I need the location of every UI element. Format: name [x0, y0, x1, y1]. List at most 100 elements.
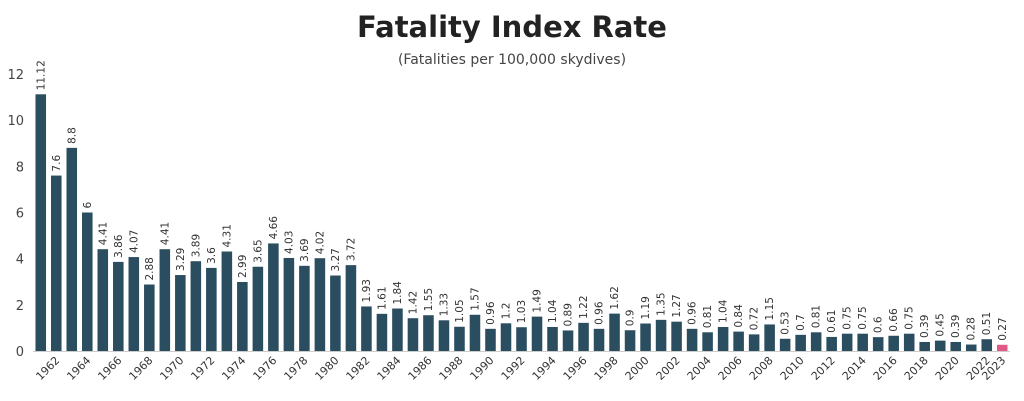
- y-axis: 0 2 4 6 8 10 12: [7, 68, 24, 360]
- data-label-1969: 4.41: [159, 222, 171, 245]
- bar-1977: [283, 257, 295, 351]
- bar-2010: [795, 334, 806, 351]
- bar-1969: [159, 249, 171, 351]
- data-label-1975: 3.65: [252, 239, 264, 262]
- data-label-2008: 1.15: [764, 297, 776, 320]
- bar-1991: [500, 323, 512, 351]
- bar-2003: [686, 328, 698, 351]
- x-tick-label: 2014: [840, 354, 869, 383]
- x-tick-label: 2018: [902, 354, 931, 383]
- data-label-1970: 3.29: [175, 248, 187, 271]
- x-tick-label: 1982: [344, 354, 373, 383]
- data-label-2016: 0.66: [888, 308, 900, 332]
- data-label-1966: 3.86: [113, 234, 125, 258]
- data-label-2007: 0.72: [749, 307, 761, 330]
- bar-1985: [407, 318, 419, 351]
- data-label-2022: 0.51: [981, 312, 993, 335]
- data-label-1985: 1.42: [407, 291, 419, 314]
- bar-1967: [128, 257, 140, 351]
- data-label-2000: 1.19: [640, 296, 652, 319]
- data-label-1961: 11.12: [35, 60, 47, 90]
- bar-1990: [485, 328, 496, 351]
- bar-2007: [748, 334, 760, 351]
- bar-1987: [438, 320, 450, 351]
- data-label-2003: 0.96: [687, 301, 699, 325]
- x-tick-label: 1968: [126, 354, 155, 383]
- y-tick-label: 4: [16, 253, 24, 268]
- data-label-2014: 0.75: [857, 306, 869, 329]
- bar-1966: [113, 261, 124, 351]
- data-label-1998: 1.62: [609, 286, 621, 309]
- bar-1982: [361, 306, 372, 351]
- data-label-1974: 2.99: [237, 255, 249, 278]
- bar-1974: [237, 281, 248, 351]
- bar-2020: [950, 342, 961, 351]
- data-label-2001: 1.35: [656, 292, 668, 315]
- data-label-1988: 1.05: [454, 299, 466, 322]
- data-label-1992: 1.03: [516, 300, 528, 323]
- bar-2018: [919, 342, 930, 351]
- y-tick-label: 10: [7, 114, 24, 129]
- data-label-2013: 0.75: [842, 306, 854, 329]
- chart-subtitle: (Fatalities per 100,000 skydives): [397, 52, 627, 68]
- data-label-2012: 0.61: [826, 310, 838, 333]
- data-label-1963: 8.8: [66, 127, 78, 144]
- bar-2001: [655, 319, 667, 351]
- data-label-2011: 0.81: [811, 305, 823, 328]
- data-label-1996: 1.22: [578, 295, 590, 318]
- chart-title: Fatality Index Rate: [357, 10, 667, 44]
- data-label-2017: 0.75: [904, 306, 916, 329]
- bar-1995: [562, 330, 574, 351]
- data-label-1993: 1.49: [532, 289, 544, 312]
- x-tick-label: 1966: [95, 354, 124, 383]
- bar-1998: [609, 313, 620, 351]
- bar-2013: [841, 333, 853, 351]
- x-axis: 1962 1964 1966 1968 1970 1972 1974 1976 1978 1980…: [33, 351, 1010, 383]
- bar-2008: [764, 324, 775, 351]
- bar-1993: [531, 316, 543, 351]
- x-tick-label: 2012: [809, 354, 838, 383]
- x-tick-label: 1984: [375, 354, 404, 383]
- bar-2023: [996, 344, 1008, 351]
- data-label-1973: 4.31: [221, 224, 233, 247]
- data-label-1968: 2.88: [144, 257, 156, 280]
- bar-1989: [469, 314, 481, 351]
- data-label-2010: 0.7: [795, 314, 807, 331]
- bar-1964: [82, 212, 93, 351]
- bar-2011: [810, 332, 822, 351]
- bar-2012: [826, 336, 837, 351]
- data-label-2006: 0.84: [733, 304, 745, 328]
- data-label-1965: 4.41: [97, 222, 109, 245]
- x-tick-label: 1974: [219, 354, 248, 383]
- x-tick-label: 2004: [685, 354, 714, 383]
- x-tick-label: 2010: [778, 354, 807, 383]
- bar-1973: [221, 251, 233, 351]
- bar-1996: [578, 322, 589, 351]
- x-tick-label: 1970: [157, 354, 186, 383]
- x-tick-label: 1972: [188, 354, 217, 383]
- data-label-2002: 1.27: [671, 294, 683, 317]
- bar-1992: [516, 327, 527, 351]
- bar-1970: [175, 275, 186, 351]
- bar-1972: [206, 267, 217, 351]
- y-tick-label: 8: [16, 160, 24, 175]
- bar-1968: [144, 284, 155, 351]
- bar-2021: [965, 344, 977, 351]
- data-label-1986: 1.55: [423, 288, 435, 311]
- data-label-1982: 1.93: [361, 279, 373, 302]
- bar-1997: [593, 328, 605, 351]
- bar-1961: [35, 94, 47, 351]
- x-tick-label: 2002: [654, 354, 683, 383]
- data-label-1971: 3.89: [190, 234, 202, 257]
- bar-2004: [702, 332, 713, 351]
- bar-2009: [779, 338, 791, 351]
- data-label-1972: 3.6: [206, 247, 218, 264]
- bar-1971: [190, 261, 202, 351]
- bar-1962: [50, 175, 62, 351]
- bar-2022: [981, 339, 993, 351]
- data-label-2004: 0.81: [702, 305, 714, 328]
- bar-1986: [423, 315, 434, 351]
- bar-2000: [640, 323, 651, 351]
- bar-1978: [299, 265, 310, 351]
